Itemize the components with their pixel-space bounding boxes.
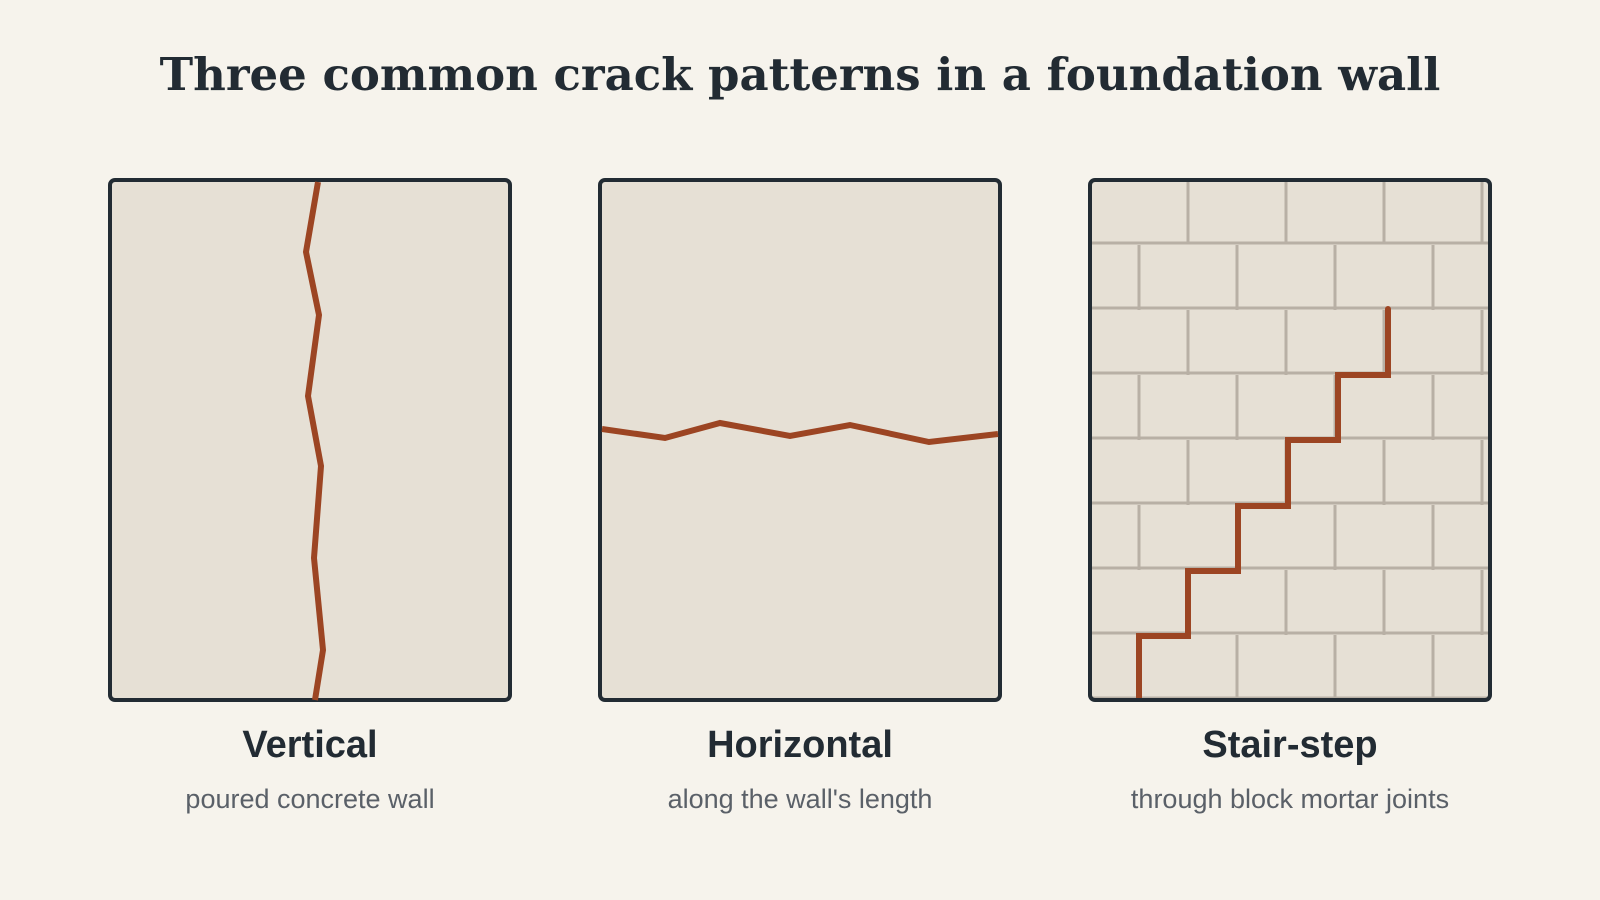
diagram-title: Three common crack patterns in a foundat… xyxy=(159,48,1441,101)
vertical-wall-illustration xyxy=(108,178,512,702)
stair-step-wall-illustration xyxy=(1088,178,1492,702)
horizontal-wall-illustration xyxy=(598,178,1002,702)
panel-label: Stair-step xyxy=(1202,724,1378,766)
panel-caption: along the wall's length xyxy=(667,784,933,814)
vertical-crack xyxy=(302,181,327,701)
stair-step-crack xyxy=(1136,306,1391,702)
panel-vertical: Vertical poured concrete wall xyxy=(108,178,512,814)
wall-outline xyxy=(108,178,512,702)
panel-stair-step: Stair-step through block mortar joints xyxy=(1088,178,1492,814)
horizontal-crack xyxy=(601,419,999,446)
panel-caption: through block mortar joints xyxy=(1130,784,1450,814)
panel-label: Vertical xyxy=(242,724,378,766)
wall-outline xyxy=(1088,178,1492,702)
wall-outline xyxy=(598,178,1002,702)
panel-label: Horizontal xyxy=(707,724,893,766)
panel-caption: poured concrete wall xyxy=(185,784,435,814)
panel-horizontal: Horizontal along the wall's length xyxy=(598,178,1002,814)
